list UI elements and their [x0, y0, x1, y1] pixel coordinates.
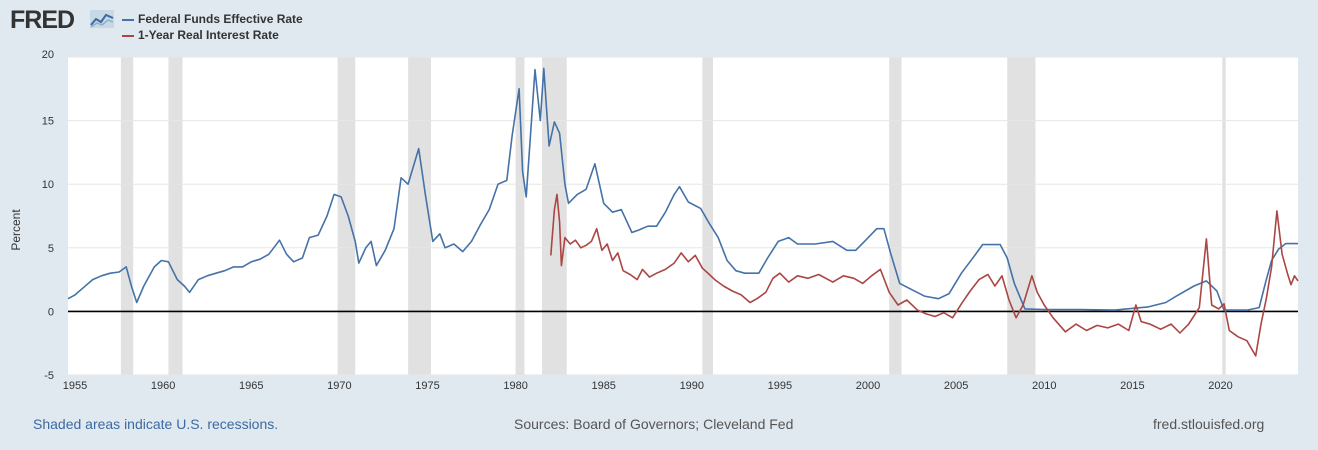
- recession-band: [408, 57, 432, 375]
- legend-item-real-rate[interactable]: 1-Year Real Interest Rate: [122, 28, 279, 42]
- y-tick-label: 10: [42, 179, 54, 191]
- series-lines: [67, 67, 1299, 357]
- gridlines: [68, 56, 1298, 376]
- x-tick-label: 1995: [768, 380, 792, 392]
- legend-item-ffr[interactable]: Federal Funds Effective Rate: [122, 12, 303, 26]
- recession-band: [1222, 57, 1226, 375]
- x-tick-label: 2005: [944, 380, 968, 392]
- recession-band: [515, 57, 525, 375]
- plot-area: [68, 57, 1298, 375]
- series-line-real-rate: [550, 193, 1299, 357]
- x-tick-label: 1985: [591, 380, 615, 392]
- legend-label-real-rate: 1-Year Real Interest Rate: [138, 28, 279, 42]
- x-tick-label: 1960: [151, 380, 175, 392]
- x-tick-label: 2015: [1120, 380, 1144, 392]
- recession-band: [337, 57, 356, 375]
- recession-band: [168, 57, 183, 375]
- legend-swatch-ffr: [122, 18, 134, 21]
- chart-icon: [90, 10, 114, 28]
- x-tick-label: 2020: [1208, 380, 1232, 392]
- x-tick-label: 1965: [239, 380, 263, 392]
- x-tick-label: 1970: [327, 380, 351, 392]
- x-tick-label: 1975: [415, 380, 439, 392]
- x-tick-label: 2000: [856, 380, 880, 392]
- x-tick-label: 2010: [1032, 380, 1056, 392]
- fred-url-text: fred.stlouisfed.org: [1153, 416, 1265, 432]
- x-tick-label: 1990: [680, 380, 704, 392]
- legend-label-ffr: Federal Funds Effective Rate: [138, 12, 303, 26]
- y-tick-label: 15: [42, 116, 54, 128]
- recession-band: [1007, 57, 1036, 375]
- y-axis-label: Percent: [9, 209, 23, 251]
- y-axis: -5 0 5 10 15 20: [42, 49, 54, 382]
- sources-text: Sources: Board of Governors; Cleveland F…: [514, 416, 794, 432]
- y-tick-label: -5: [44, 370, 54, 382]
- recession-band: [702, 57, 713, 375]
- y-tick-label: 20: [42, 49, 54, 61]
- fred-logo[interactable]: FRED: [10, 6, 75, 34]
- y-tick-label: 5: [48, 243, 54, 255]
- series-line-ffr: [67, 67, 1298, 311]
- x-tick-label: 1955: [63, 380, 87, 392]
- x-axis: 1955 1960 1965 1970 1975 1980 1985 1990 1995 2000…: [63, 380, 1233, 392]
- legend-swatch-real-rate: [122, 34, 134, 37]
- recession-bands: [120, 57, 1226, 375]
- y-tick-label: 0: [48, 306, 54, 318]
- recession-band: [889, 57, 902, 375]
- x-tick-label: 1980: [503, 380, 527, 392]
- recession-band: [120, 57, 134, 375]
- recession-note-link[interactable]: Shaded areas indicate U.S. recessions.: [33, 416, 279, 432]
